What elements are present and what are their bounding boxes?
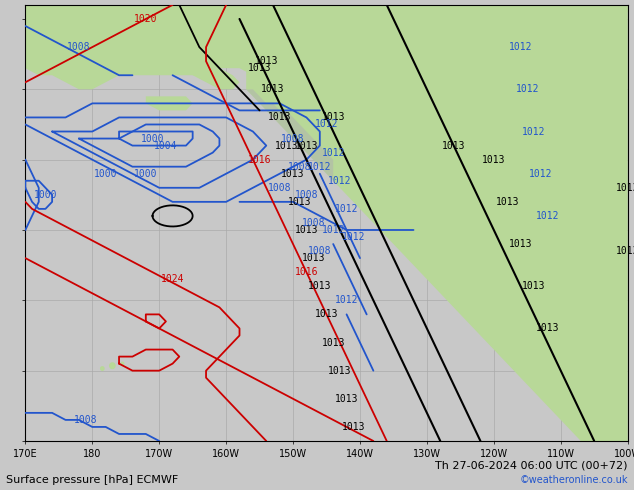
Text: 1024: 1024 <box>161 274 184 284</box>
Text: 1008: 1008 <box>268 183 292 193</box>
Text: 1013: 1013 <box>509 239 533 249</box>
Text: 1013: 1013 <box>281 169 305 179</box>
Text: 1012: 1012 <box>335 204 358 214</box>
Text: ©weatheronline.co.uk: ©weatheronline.co.uk <box>519 475 628 485</box>
Text: 1012: 1012 <box>321 225 345 235</box>
Text: 1012: 1012 <box>321 147 345 158</box>
Text: 1013: 1013 <box>321 338 345 347</box>
Text: 1013: 1013 <box>288 197 311 207</box>
Text: 1013: 1013 <box>616 183 634 193</box>
Text: 1000: 1000 <box>141 134 164 144</box>
Text: 1008: 1008 <box>308 246 332 256</box>
Text: 1013: 1013 <box>442 141 465 150</box>
Polygon shape <box>101 367 104 370</box>
Text: Th 27-06-2024 06:00 UTC (00+72): Th 27-06-2024 06:00 UTC (00+72) <box>435 461 628 470</box>
Text: 1012: 1012 <box>335 295 358 305</box>
Text: 1008: 1008 <box>67 42 91 52</box>
Text: 1012: 1012 <box>509 42 533 52</box>
Text: 1008: 1008 <box>295 190 318 200</box>
Text: 1013: 1013 <box>314 309 339 319</box>
Text: 1012: 1012 <box>328 176 352 186</box>
Text: 1000: 1000 <box>94 169 117 179</box>
Text: 1013: 1013 <box>522 281 546 291</box>
Text: 1012: 1012 <box>308 162 332 172</box>
Text: 1013: 1013 <box>536 323 559 334</box>
Text: 1013: 1013 <box>275 141 298 150</box>
Text: 1016: 1016 <box>295 267 318 277</box>
Text: 1020: 1020 <box>134 14 158 24</box>
Polygon shape <box>193 68 240 89</box>
Polygon shape <box>25 5 628 89</box>
Text: 1008: 1008 <box>301 218 325 228</box>
Text: 1004: 1004 <box>154 141 178 150</box>
Text: 1000: 1000 <box>134 169 158 179</box>
Polygon shape <box>246 89 333 181</box>
Text: 1013: 1013 <box>295 225 318 235</box>
Text: 1013: 1013 <box>301 253 325 263</box>
Text: 1012: 1012 <box>314 120 339 129</box>
Text: 1013: 1013 <box>321 112 345 122</box>
Polygon shape <box>121 362 124 365</box>
Text: 1008: 1008 <box>281 134 305 144</box>
Text: 1013: 1013 <box>261 84 285 94</box>
Text: 1013: 1013 <box>295 141 318 150</box>
Text: 1013: 1013 <box>268 112 292 122</box>
Text: 1013: 1013 <box>328 366 352 376</box>
Text: 1012: 1012 <box>515 84 539 94</box>
Text: 1016: 1016 <box>248 155 271 165</box>
Text: 1013: 1013 <box>342 422 365 432</box>
Text: 1013: 1013 <box>482 155 505 165</box>
Text: 1012: 1012 <box>522 126 546 137</box>
Text: 1012: 1012 <box>536 211 559 221</box>
Polygon shape <box>110 363 115 368</box>
Text: 1008: 1008 <box>74 415 98 425</box>
Text: 1013: 1013 <box>248 63 271 73</box>
Text: 1000: 1000 <box>34 190 57 200</box>
Text: 1013: 1013 <box>616 246 634 256</box>
Text: 1012: 1012 <box>529 169 552 179</box>
Text: Surface pressure [hPa] ECMWF: Surface pressure [hPa] ECMWF <box>6 475 179 485</box>
Polygon shape <box>146 97 193 110</box>
Polygon shape <box>246 5 628 441</box>
Text: 1008: 1008 <box>288 162 311 172</box>
Text: 1012: 1012 <box>342 232 365 242</box>
Text: 1013: 1013 <box>335 394 358 404</box>
Text: 1013: 1013 <box>254 56 278 66</box>
Text: 1013: 1013 <box>495 197 519 207</box>
Text: 1013: 1013 <box>308 281 332 291</box>
